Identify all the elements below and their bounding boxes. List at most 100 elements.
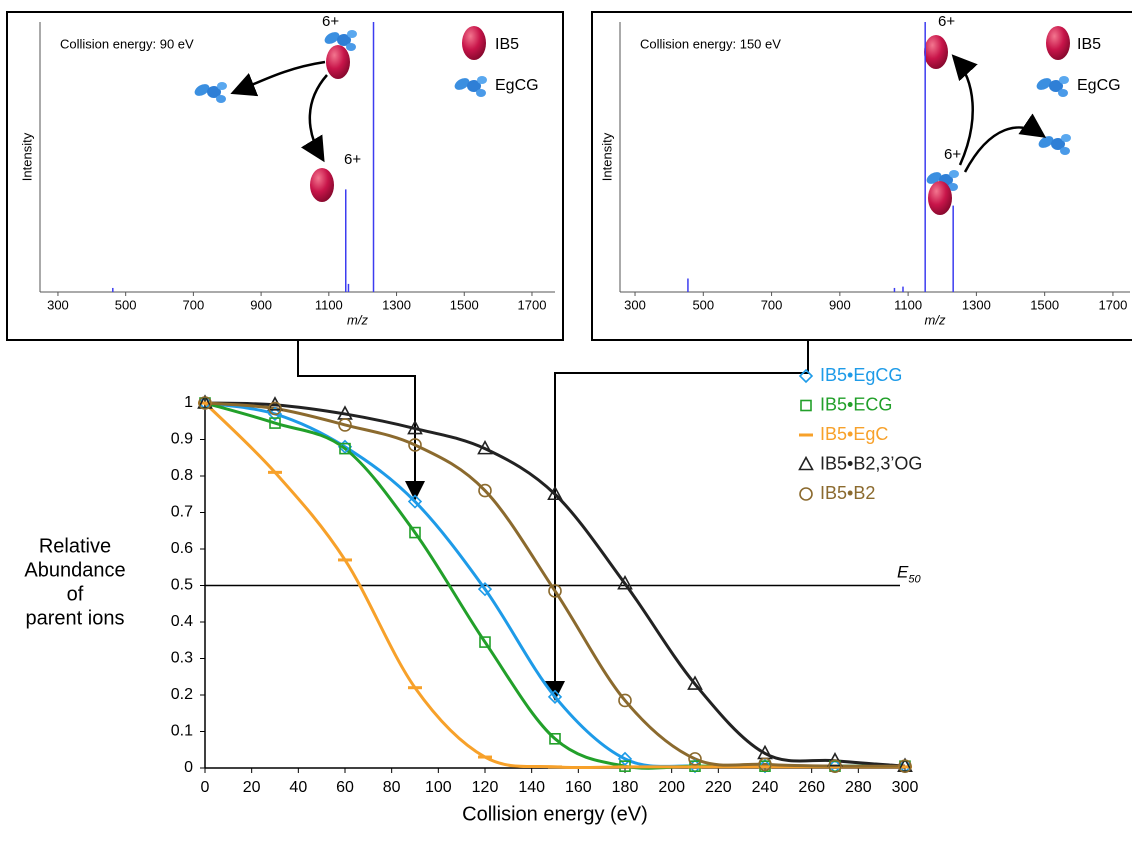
y-tick-label: 0.3 <box>171 650 193 667</box>
x-tick-label: 60 <box>336 779 354 796</box>
marker <box>758 757 772 772</box>
x-axis-label: m/z <box>925 312 946 327</box>
x-axis-label: Collision energy (eV) <box>462 803 648 825</box>
connector-arrow <box>545 340 809 701</box>
y-tick-label: 0.5 <box>171 577 193 594</box>
marker <box>407 419 423 435</box>
y-tick-label: 0.2 <box>171 686 193 703</box>
inset-frame <box>6 11 564 341</box>
legend-label: IB5•ECG <box>820 394 892 414</box>
threshold-label-main: E <box>897 563 909 582</box>
y-axis-label: of <box>67 583 84 605</box>
x-tick-label: 300 <box>624 297 646 312</box>
x-tick-label: 140 <box>518 779 545 796</box>
legend-label: IB5 <box>495 36 519 53</box>
x-tick-label: 1500 <box>450 297 479 312</box>
legend-label: IB5 <box>1077 36 1101 53</box>
x-tick-label: 0 <box>201 779 210 796</box>
charge-label: 6+ <box>938 13 955 30</box>
marker <box>197 394 213 409</box>
marker <box>617 751 633 767</box>
charge-label: 6+ <box>344 151 361 168</box>
marker <box>897 757 913 772</box>
legend-label: IB5•B2 <box>820 483 875 503</box>
x-tick-label: 300 <box>47 297 69 312</box>
y-tick-label: 0.1 <box>171 723 193 740</box>
x-tick-label: 1100 <box>894 297 922 312</box>
legend-marker <box>800 399 812 412</box>
marker <box>408 438 422 452</box>
marker <box>339 442 351 455</box>
marker <box>198 396 212 410</box>
y-axis-label: Intensity <box>19 132 34 181</box>
fit-curve <box>204 401 906 768</box>
fit-curve <box>203 401 905 770</box>
marker <box>407 494 423 509</box>
x-tick-label: 220 <box>705 779 732 796</box>
marker <box>547 485 563 501</box>
y-axis-label: parent ions <box>26 607 125 629</box>
legend-marker <box>798 455 814 471</box>
y-tick-label: 0.9 <box>171 431 193 448</box>
legend-marker <box>799 487 813 501</box>
y-tick-label: 1 <box>184 394 193 411</box>
molecule-icons <box>192 26 1071 215</box>
marker <box>337 439 353 454</box>
x-tick-label: 280 <box>845 779 872 796</box>
x-tick-label: 180 <box>612 779 639 796</box>
y-tick-label: 0 <box>184 759 193 776</box>
x-tick-label: 1700 <box>518 297 547 312</box>
marker <box>477 439 493 455</box>
x-tick-label: 1500 <box>1030 297 1059 312</box>
x-tick-label: 1300 <box>962 297 991 312</box>
x-tick-label: 100 <box>425 779 452 796</box>
y-tick-label: 0.8 <box>171 467 193 484</box>
charge-label: 6+ <box>944 146 961 163</box>
legend-marker <box>798 368 814 384</box>
x-tick-label: 20 <box>243 779 261 796</box>
x-tick-label: 260 <box>798 779 825 796</box>
marker <box>757 759 773 774</box>
marker <box>688 752 702 766</box>
marker <box>548 584 562 598</box>
connector-arrow <box>297 340 425 501</box>
x-tick-label: 160 <box>565 779 592 796</box>
x-tick-label: 900 <box>250 297 272 312</box>
marker <box>268 401 282 416</box>
y-axis-label: Relative <box>39 535 111 557</box>
y-axis-label: Intensity <box>599 132 614 181</box>
marker <box>477 582 493 597</box>
marker <box>898 759 912 773</box>
x-tick-label: 500 <box>115 297 137 312</box>
marker <box>549 732 561 745</box>
x-tick-label: 900 <box>829 297 851 312</box>
x-tick-label: 240 <box>752 779 779 796</box>
marker <box>478 483 492 498</box>
marker <box>269 417 281 429</box>
y-axis-label: Abundance <box>24 559 125 581</box>
x-axis-label: m/z <box>347 312 368 327</box>
marker <box>338 418 352 432</box>
x-tick-label: 40 <box>289 779 307 796</box>
inset-frame <box>591 11 1132 341</box>
annotation: Collision energy: 150 eV <box>640 36 781 51</box>
threshold-label-sub: 50 <box>908 573 921 585</box>
fit-curve <box>204 401 906 768</box>
charge-label: 6+ <box>322 13 339 30</box>
x-tick-label: 200 <box>658 779 685 796</box>
x-tick-label: 1700 <box>1098 297 1127 312</box>
y-tick-label: 0.4 <box>171 613 193 630</box>
y-tick-label: 0.6 <box>171 540 193 557</box>
legend-label: IB5•B2,3’OG <box>820 453 922 473</box>
x-tick-label: 120 <box>472 779 499 796</box>
x-tick-label: 300 <box>892 779 919 796</box>
x-tick-label: 1100 <box>315 297 343 312</box>
marker <box>479 636 491 648</box>
marker <box>827 752 843 767</box>
marker <box>617 574 633 590</box>
marker <box>828 759 842 773</box>
marker <box>687 675 703 690</box>
legend-label: EgCG <box>495 77 539 94</box>
x-tick-label: 700 <box>761 297 783 312</box>
